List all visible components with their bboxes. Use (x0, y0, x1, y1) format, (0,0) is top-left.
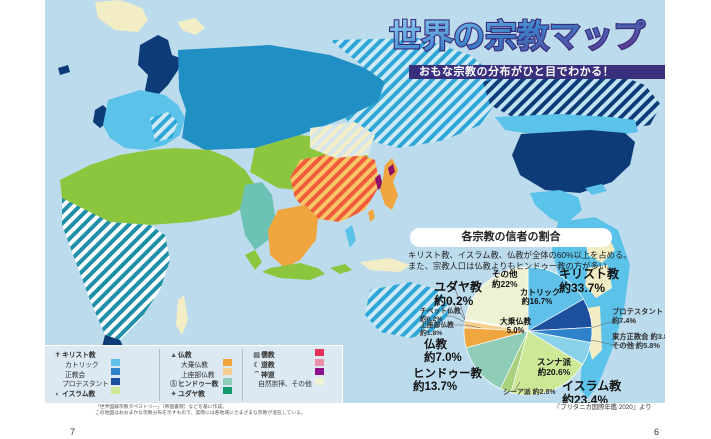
svg-text:世界の宗教マップ: 世界の宗教マップ (389, 18, 646, 54)
